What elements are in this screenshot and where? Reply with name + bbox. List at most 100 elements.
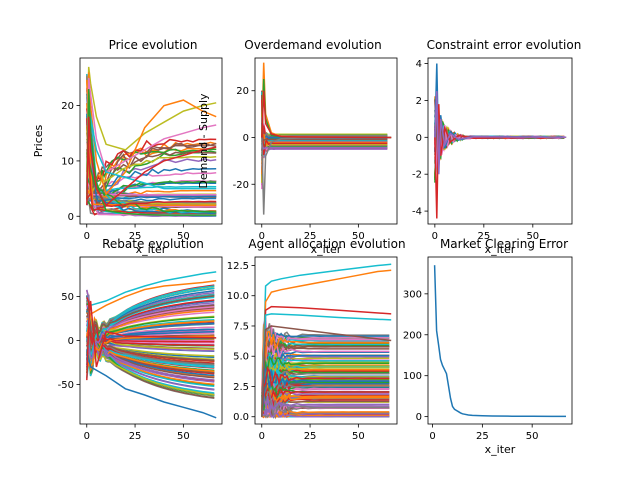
y-tick-label: 0 xyxy=(243,133,249,144)
x-tick-label: 0 xyxy=(84,231,90,242)
series-line xyxy=(434,114,565,172)
x-tick-label: 25 xyxy=(129,231,142,242)
series-line xyxy=(86,116,217,207)
x-tick-label: 0 xyxy=(432,231,438,242)
series-line xyxy=(434,107,565,183)
series-line xyxy=(434,91,567,175)
series-line xyxy=(86,339,215,383)
subplot-2: 0 25 50 20 0 -20 x_iter Demand - Supply Overdema… xyxy=(197,38,398,256)
x-tick-label: 50 xyxy=(526,231,539,242)
series-line xyxy=(433,265,566,418)
y-tick-label: 50 xyxy=(61,292,74,303)
series-line xyxy=(261,352,390,405)
series-line xyxy=(434,96,565,166)
series-line xyxy=(86,279,217,337)
y-tick-label: 5.0 xyxy=(233,352,249,363)
series-line xyxy=(434,63,567,166)
series-line xyxy=(261,62,392,139)
series-line xyxy=(261,344,390,416)
series-line xyxy=(261,123,388,182)
y-tick-label: 100 xyxy=(403,371,422,382)
x-tick-label: 25 xyxy=(304,231,317,242)
series-line xyxy=(261,378,390,403)
y-tick-label: 2.5 xyxy=(233,382,249,393)
subplot-title: Price evolution xyxy=(109,38,198,52)
series-line xyxy=(261,396,390,416)
y-tick-label: 0 xyxy=(68,336,74,347)
series-line xyxy=(434,113,565,173)
x-tick-label: 25 xyxy=(476,431,489,442)
series-line xyxy=(261,336,390,417)
series-line xyxy=(434,108,565,181)
series-line xyxy=(261,324,390,417)
axes-frame xyxy=(254,256,398,425)
series-line xyxy=(86,352,215,396)
series-line xyxy=(86,328,215,369)
series-line xyxy=(261,78,392,139)
subplot-5: 0 25 50 0.0 2.5 5.0 7.5 10.0 12.5 Agent allocatio… xyxy=(227,237,406,442)
series-line xyxy=(86,118,217,212)
y-tick-label: -4 xyxy=(412,207,422,218)
series-line xyxy=(261,136,388,141)
x-tick-label: 50 xyxy=(177,431,190,442)
x-tick-label: 50 xyxy=(526,431,539,442)
series-line xyxy=(86,77,217,189)
y-tick-label: -50 xyxy=(58,380,74,391)
series-line xyxy=(261,269,392,417)
series-line xyxy=(434,109,565,179)
series-line xyxy=(261,329,390,393)
series-line xyxy=(261,263,392,417)
series-line xyxy=(86,88,217,216)
x-tick-label: 0 xyxy=(259,431,265,442)
y-tick-label: 0 xyxy=(416,412,422,423)
x-tick-label: 50 xyxy=(352,231,365,242)
subplot-title: Overdemand evolution xyxy=(244,38,381,52)
x-axis-label: x_iter xyxy=(485,243,516,256)
series-line xyxy=(86,300,217,381)
series-group xyxy=(261,62,392,215)
series-line xyxy=(261,90,392,139)
series-line xyxy=(261,142,388,150)
series-line xyxy=(261,402,390,418)
series-line xyxy=(434,114,565,169)
y-tick-label: 20 xyxy=(61,101,74,112)
series-line xyxy=(261,99,388,156)
series-line xyxy=(86,301,215,363)
y-axis-label: Demand - Supply xyxy=(197,93,210,189)
series-group xyxy=(434,63,567,219)
series-line xyxy=(86,66,217,173)
x-tick-label: 50 xyxy=(177,231,190,242)
y-tick-label: 0 xyxy=(68,212,74,223)
series-line xyxy=(261,387,390,407)
series-line xyxy=(86,113,217,202)
y-tick-label: 0 xyxy=(416,133,422,144)
series-line xyxy=(86,295,215,338)
subplot-title: Rebate evolution xyxy=(102,237,204,251)
series-line xyxy=(261,325,392,417)
y-tick-label: 10 xyxy=(61,156,74,167)
x-tick-label: 25 xyxy=(304,431,317,442)
y-tick-label: 200 xyxy=(403,330,422,341)
y-tick-label: -2 xyxy=(412,170,422,181)
series-line xyxy=(86,349,217,419)
x-axis-label: x_iter xyxy=(311,243,342,256)
y-tick-label: 10.0 xyxy=(227,291,249,302)
series-group xyxy=(433,265,566,418)
x-tick-label: 50 xyxy=(352,431,365,442)
y-tick-label: 20 xyxy=(236,86,249,97)
x-tick-label: 0 xyxy=(259,231,265,242)
y-tick-label: 300 xyxy=(403,289,422,300)
series-line xyxy=(261,365,390,417)
axes-frame xyxy=(254,57,398,225)
series-group xyxy=(86,66,217,217)
x-tick-label: 25 xyxy=(477,231,490,242)
series-line xyxy=(261,133,388,183)
series-line xyxy=(86,271,217,332)
series-line xyxy=(261,361,390,417)
y-tick-label: 2 xyxy=(416,96,422,107)
y-axis-label: Prices xyxy=(32,124,45,157)
y-tick-label: 7.5 xyxy=(233,321,249,332)
x-tick-label: 25 xyxy=(129,431,142,442)
